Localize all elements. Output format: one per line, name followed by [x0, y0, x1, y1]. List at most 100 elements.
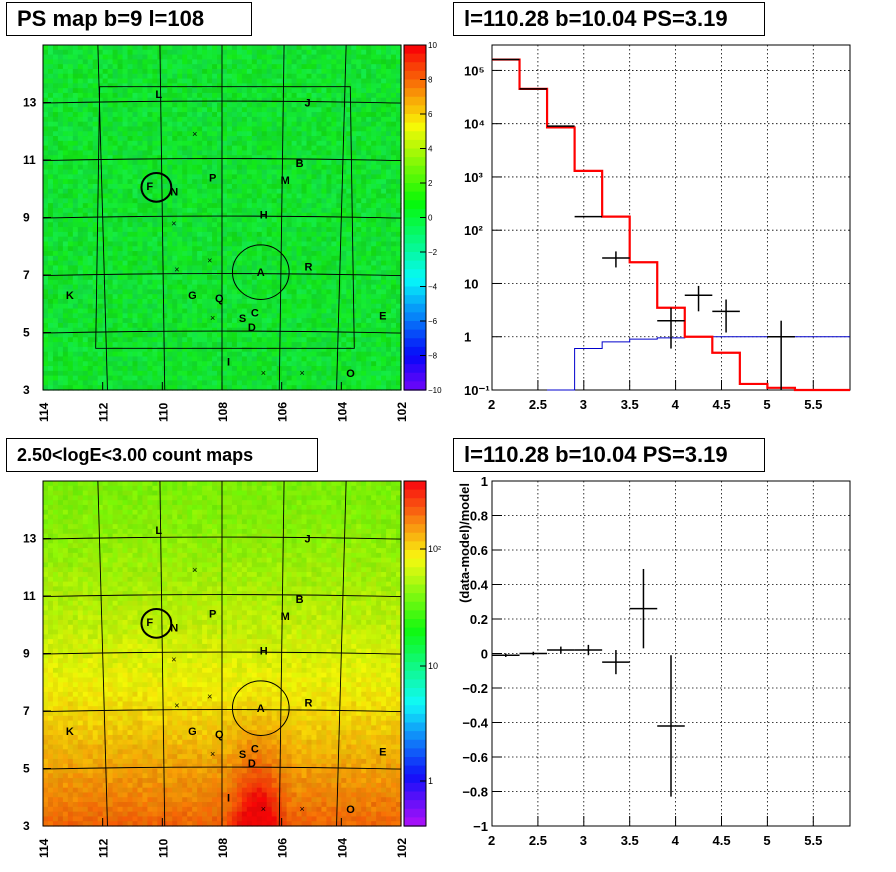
- x-tick-label: 102: [395, 838, 409, 858]
- colorbar: [404, 481, 426, 827]
- y-tick-label: −0.4: [462, 716, 488, 731]
- source-label-D: D: [248, 758, 256, 770]
- x-tick-label: 112: [97, 402, 111, 422]
- source-cross: ×: [210, 749, 215, 759]
- heatmap-pixels: [43, 45, 402, 391]
- y-tick-label: 0.4: [470, 578, 489, 593]
- source-label-L: L: [155, 525, 162, 537]
- colorbar-tick-label: 10: [428, 661, 438, 671]
- source-label-J: J: [305, 534, 311, 546]
- coord-grid: [42, 44, 402, 391]
- colorbar-tick-label: −10: [428, 386, 442, 395]
- residual-panel: 2 2.5 3 3.5 4 4.5 5 5.5 1 0.8 0.6 0.4 0.2 0 −0.2 −0.4 −0…: [448, 436, 896, 872]
- source-label-O: O: [346, 368, 355, 380]
- x-tick-label: 4: [672, 833, 680, 848]
- source-cross: ×: [171, 654, 176, 664]
- source-cross: ×: [192, 565, 197, 575]
- residual-svg: 2 2.5 3 3.5 4 4.5 5 5.5 1 0.8 0.6 0.4 0.2 0 −0.2 −0.4 −0…: [457, 474, 851, 848]
- colorbar-tick-label: 1: [428, 776, 433, 786]
- y-tick-label: 11: [23, 153, 36, 167]
- source-label-D: D: [248, 322, 256, 334]
- y-tick-label: −0.8: [462, 785, 488, 800]
- x-tick-label: 5: [763, 397, 770, 412]
- x-tick-label: 3.5: [621, 833, 639, 848]
- source-label-B: B: [296, 594, 304, 606]
- y-tick-label: 10⁻¹: [464, 383, 490, 398]
- y-tick-label: 10²: [464, 223, 483, 238]
- spectrum-svg: 2 2.5 3 3.5 4 4.5 5 5.5 10⁻¹ 1 10 10² 10³ 10⁴ 10⁵: [464, 44, 851, 412]
- colorbar: [404, 45, 426, 391]
- source-cross: ×: [210, 313, 215, 323]
- y-axis-label: (data-model)/model: [457, 483, 472, 603]
- y-tick-label: 0.6: [470, 543, 488, 558]
- y-tick-label: 9: [23, 647, 30, 661]
- source-label-H: H: [260, 646, 268, 658]
- y-tick-label: 5: [23, 326, 30, 340]
- y-tick-label: −0.2: [462, 681, 488, 696]
- spectrum-panel: 2 2.5 3 3.5 4 4.5 5 5.5 10⁻¹ 1 10 10² 10³ 10⁴ 10⁵ l=11…: [448, 0, 896, 436]
- colorbar-tick-label: −4: [428, 283, 438, 292]
- x-tick-label: 106: [276, 402, 290, 422]
- colorbar-tick-label: 8: [428, 76, 433, 85]
- x-tick-label: 114: [37, 838, 51, 858]
- source-label-R: R: [305, 261, 313, 273]
- y-tick-label: 7: [23, 704, 30, 718]
- source-cross: ×: [300, 368, 305, 378]
- source-circle: [140, 171, 173, 203]
- source-label-K: K: [66, 726, 74, 738]
- x-tick-label: 110: [156, 402, 170, 422]
- x-tick-label: 4.5: [712, 397, 730, 412]
- source-label-I: I: [227, 792, 230, 804]
- colorbar-tick-label: 0: [428, 214, 433, 223]
- y-tick-label: 1: [481, 474, 488, 489]
- y-tick-label: 10⁵: [464, 63, 485, 78]
- source-label-L: L: [155, 89, 162, 101]
- source-cross: ×: [171, 218, 176, 228]
- y-tick-label: 3: [23, 383, 30, 397]
- source-label-Q: Q: [215, 293, 224, 305]
- source-cross: ×: [174, 700, 179, 710]
- source-label-A: A: [257, 703, 265, 715]
- y-tick-label: 9: [23, 211, 30, 225]
- source-cross: ×: [174, 264, 179, 274]
- y-tick-label: 13: [23, 96, 37, 110]
- source-circle: [140, 607, 173, 639]
- x-tick-label: 2: [488, 397, 495, 412]
- heatmap-pixels: [43, 481, 402, 827]
- count-map-title: 2.50<logE<3.00 count maps: [6, 438, 318, 472]
- source-cross: ×: [261, 804, 266, 814]
- count-map-panel: L J B M P N F H A R K G Q S C D E I O × × × × × × × 114 112 110 108 10…: [0, 436, 448, 872]
- y-tick-label: 7: [23, 268, 30, 282]
- source-cross: ×: [207, 256, 212, 266]
- colorbar-tick-label: −6: [428, 317, 438, 326]
- source-label-A: A: [257, 267, 265, 279]
- x-tick-label: 3: [580, 833, 587, 848]
- source-label-P: P: [209, 172, 216, 184]
- source-label-F: F: [146, 617, 153, 629]
- source-cross: ×: [300, 804, 305, 814]
- source-label-G: G: [188, 290, 197, 302]
- y-tick-label: 3: [23, 819, 30, 833]
- source-label-G: G: [188, 726, 197, 738]
- colorbar-tick-label: 2: [428, 179, 433, 188]
- colorbar-tick-label: 10²: [428, 544, 441, 554]
- x-tick-label: 104: [335, 402, 349, 422]
- x-tick-label: 5.5: [804, 397, 822, 412]
- source-label-N: N: [170, 623, 178, 635]
- source-label-C: C: [251, 307, 259, 319]
- x-tick-label: 2.5: [529, 833, 547, 848]
- x-tick-label: 2.5: [529, 397, 547, 412]
- x-tick-label: 5.5: [804, 833, 822, 848]
- source-circle: [231, 680, 290, 736]
- source-label-K: K: [66, 290, 74, 302]
- y-tick-label: 5: [23, 762, 30, 776]
- source-cross: ×: [207, 692, 212, 702]
- y-tick-label: 10⁴: [464, 117, 485, 132]
- source-label-P: P: [209, 608, 216, 620]
- x-tick-label: 4: [672, 397, 680, 412]
- source-label-S: S: [239, 313, 246, 325]
- x-tick-label: 5: [763, 833, 770, 848]
- x-tick-label: 2: [488, 833, 495, 848]
- x-tick-label: 110: [156, 838, 170, 858]
